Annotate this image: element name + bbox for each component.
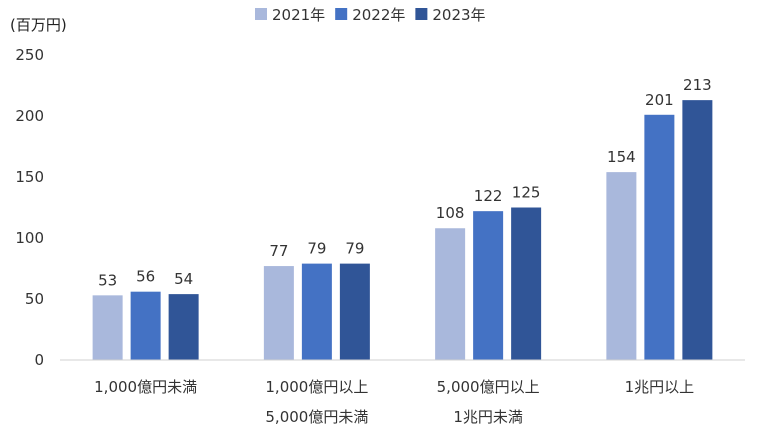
data-label: 201: [645, 91, 674, 109]
data-label: 108: [436, 204, 465, 222]
bar: [435, 228, 466, 360]
data-label: 79: [345, 240, 364, 258]
legend-swatch: [335, 8, 348, 20]
y-tick-label: 0: [34, 351, 44, 369]
bar: [130, 291, 161, 360]
category-label: 5,000億円以上: [437, 378, 540, 396]
bar: [301, 263, 332, 360]
data-labels: 53 56 54 77 79 79 108 122 125 154 201 213: [98, 76, 712, 289]
data-label: 54: [174, 270, 193, 288]
legend-swatch: [255, 8, 267, 20]
legend-label: 2023年: [432, 6, 485, 24]
y-axis: 0 50 100 150 200 250: [15, 46, 44, 369]
bar: [644, 114, 675, 360]
y-tick-label: 200: [15, 107, 44, 125]
bar: [92, 295, 123, 360]
y-tick-label: 150: [15, 168, 44, 186]
y-tick-label: 100: [15, 229, 44, 247]
bar: [168, 294, 199, 360]
y-tick-label: 50: [25, 290, 44, 308]
bars: [92, 100, 713, 360]
y-axis-unit-label: (百万円): [10, 16, 67, 34]
category-labels: 1,000億円未満 1,000億円以上 5,000億円未満 5,000億円以上 1兆円未…: [94, 378, 694, 426]
legend-label: 2021年: [272, 6, 325, 24]
legend: 2021年 2022年 2023年: [255, 6, 486, 24]
category-label: 1,000億円未満: [94, 378, 197, 396]
category-label: 1兆円未満: [453, 408, 523, 426]
bar: [339, 263, 370, 360]
category-label: 1,000億円以上: [265, 378, 368, 396]
bar: [511, 207, 542, 360]
bar: [606, 172, 637, 360]
data-label: 79: [307, 240, 326, 258]
legend-swatch: [415, 8, 428, 20]
category-label: 1兆円以上: [625, 378, 695, 396]
bar: [263, 266, 294, 360]
data-label: 53: [98, 271, 117, 289]
bar: [473, 211, 504, 360]
data-label: 77: [269, 242, 288, 260]
legend-label: 2022年: [352, 6, 405, 24]
y-tick-label: 250: [15, 46, 44, 64]
data-label: 125: [512, 184, 541, 202]
data-label: 213: [683, 76, 712, 94]
data-label: 154: [607, 148, 636, 166]
data-label: 56: [136, 268, 155, 286]
data-label: 122: [474, 187, 503, 205]
bar: [682, 100, 713, 360]
category-label: 5,000億円未満: [265, 408, 368, 426]
